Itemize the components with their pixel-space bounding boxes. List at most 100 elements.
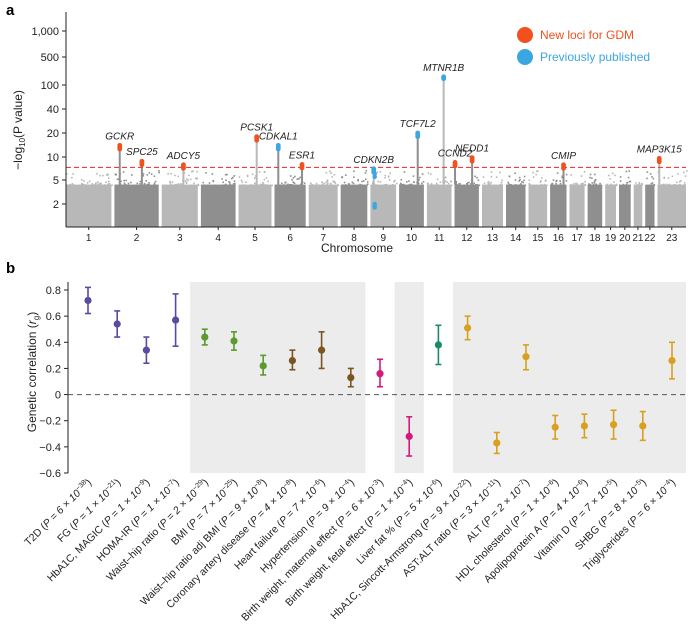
y-tick-label: −0.6 — [39, 468, 61, 480]
snp-point — [663, 177, 665, 180]
snp-point — [677, 173, 679, 175]
snp-point — [379, 171, 382, 173]
snp-point — [458, 183, 460, 185]
rg-point — [580, 422, 589, 430]
snp-point — [211, 173, 214, 175]
snp-point — [514, 179, 517, 181]
chromosome-block — [645, 184, 655, 227]
snp-point — [487, 181, 489, 184]
snp-point — [561, 176, 563, 179]
snp-point — [667, 177, 670, 179]
snp-point — [189, 178, 192, 181]
snp-point — [537, 170, 539, 172]
snp-point — [323, 182, 325, 185]
snp-point — [593, 180, 596, 183]
snp-point — [234, 182, 236, 185]
shaded-group — [453, 282, 686, 473]
snp-point — [636, 184, 638, 186]
snp-point — [142, 175, 145, 177]
gene-label-cdkal1: CDKAL1 — [259, 131, 298, 142]
snp-point — [321, 184, 324, 187]
snp-point — [222, 184, 225, 187]
snp-point — [300, 183, 302, 186]
peak-marker-map3k15 — [656, 159, 662, 165]
snp-point — [292, 177, 295, 179]
snp-point — [174, 184, 177, 187]
snp-point — [613, 184, 615, 186]
snp-point — [226, 173, 228, 176]
snp-point — [429, 184, 431, 187]
chromosome-block — [114, 184, 159, 227]
snp-point — [619, 176, 622, 178]
gene-label-esr1: ESR1 — [289, 150, 315, 161]
snp-point — [411, 183, 413, 186]
peak-marker-cdkn2b — [372, 174, 377, 180]
snp-point — [98, 184, 100, 186]
y-tick-label: 10 — [47, 152, 59, 164]
snp-point — [437, 184, 440, 186]
snp-point — [136, 182, 139, 185]
snp-point — [327, 182, 329, 184]
snp-point — [143, 183, 146, 186]
panel-b-axes: 0.8 0.6 0.4 0.2 0 −0.2 −0.4 −0.6 — [39, 282, 686, 480]
snp-point — [245, 181, 247, 183]
chromosome-label: 14 — [510, 233, 522, 244]
snp-point — [427, 172, 430, 174]
snp-point — [108, 183, 111, 186]
snp-point — [187, 179, 189, 181]
snp-point — [153, 175, 156, 177]
snp-point — [333, 181, 336, 183]
snp-point — [196, 177, 198, 180]
snp-point — [533, 184, 536, 187]
snp-point — [267, 180, 269, 183]
snp-point — [530, 184, 532, 187]
peak-marker-pcsk1 — [254, 137, 260, 143]
peak-marker-adcy5 — [181, 165, 186, 171]
snp-point — [91, 183, 94, 185]
y-tick-label: 40 — [47, 104, 59, 116]
snp-point — [343, 181, 346, 184]
snp-point — [589, 176, 591, 179]
snp-point — [325, 181, 327, 184]
snp-point — [167, 184, 170, 187]
snp-point — [102, 174, 104, 177]
peak-marker-cmip — [561, 165, 566, 171]
snp-point — [363, 180, 365, 182]
snp-point — [289, 175, 292, 177]
snp-point — [207, 184, 210, 187]
snp-point — [161, 184, 164, 187]
snp-point — [150, 173, 153, 175]
snp-point — [265, 184, 267, 186]
snp-point — [393, 180, 395, 183]
snp-point — [422, 180, 425, 183]
panel-a-xlabel: Chromosome — [321, 241, 393, 255]
gene-label-ccnd2: CCND2 — [438, 148, 473, 159]
gene-label-spc25: SPC25 — [126, 147, 158, 158]
snp-point — [570, 174, 572, 176]
snp-point — [552, 179, 555, 181]
panel-a-points — [66, 76, 688, 187]
snp-point — [296, 178, 299, 180]
snp-point — [565, 173, 568, 176]
snp-point — [384, 174, 387, 177]
snp-point — [489, 183, 491, 185]
snp-point — [262, 181, 264, 184]
rg-point — [113, 320, 121, 328]
snp-point — [107, 180, 110, 183]
snp-point — [278, 184, 280, 187]
snp-point — [683, 184, 686, 186]
snp-point — [125, 179, 127, 182]
snp-point — [482, 176, 485, 178]
snp-point — [403, 183, 405, 186]
snp-point — [635, 182, 637, 184]
snp-point — [375, 184, 377, 186]
chromosome-block — [506, 184, 526, 227]
snp-point — [331, 176, 333, 178]
snp-point — [69, 184, 72, 187]
snp-point — [353, 176, 355, 178]
snp-point — [577, 184, 579, 187]
snp-point — [241, 181, 244, 184]
snp-point — [595, 184, 598, 187]
snp-point — [536, 170, 538, 172]
snp-point — [334, 182, 337, 184]
